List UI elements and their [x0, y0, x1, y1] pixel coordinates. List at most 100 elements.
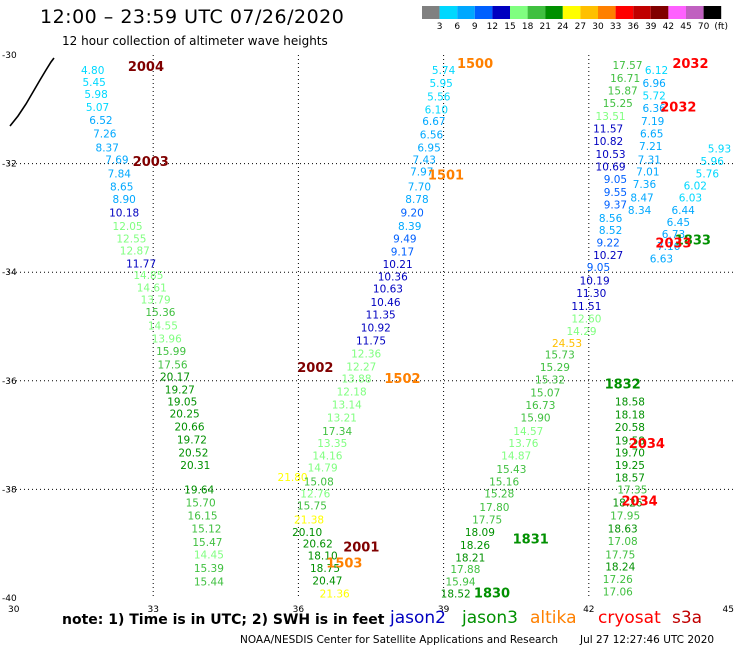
- swh-value: 9.37: [604, 199, 627, 211]
- swh-value: 8.78: [405, 194, 428, 206]
- chart-title: 12:00 – 23:59 UTC 07/26/2020: [40, 6, 345, 28]
- swh-value: 18.58: [615, 396, 645, 408]
- swh-value: 5.56: [427, 91, 451, 103]
- swh-value: 13.14: [332, 400, 362, 412]
- swh-values: 4.805.455.985.076.52 7.268.377.69 7.848.65…: [81, 60, 731, 601]
- swh-value: 11.75: [356, 336, 386, 348]
- swh-value: 15.12: [191, 523, 221, 535]
- swh-value: 18.26: [612, 497, 642, 509]
- swh-value: 15.47: [192, 537, 222, 549]
- swh-value: 21.36: [320, 589, 350, 601]
- swh-value: 6.45: [667, 217, 690, 229]
- swh-value: 11.35: [366, 310, 396, 322]
- swh-value: 19.05: [167, 396, 197, 408]
- swh-value: 7.70: [408, 181, 431, 193]
- swh-value: 17.34: [322, 426, 352, 438]
- legend-tick-label: 27: [575, 22, 586, 32]
- swh-value: 8.56: [599, 213, 623, 225]
- swh-value: 18.26: [460, 540, 490, 552]
- pass-label: 2002: [297, 361, 333, 376]
- swh-value: 6.36: [642, 103, 666, 115]
- swh-value: 5.76: [696, 168, 720, 180]
- swh-value: 10.69: [596, 161, 626, 173]
- swh-value: 18.18: [615, 409, 645, 421]
- swh-value: 15.32: [535, 375, 565, 387]
- swh-value: 17.35: [617, 484, 647, 496]
- legend-swatch: [703, 6, 722, 19]
- swh-value: 15.28: [484, 489, 514, 501]
- swh-value: 6.67: [422, 116, 445, 128]
- swh-value: 15.73: [545, 350, 575, 362]
- pass-label: 1830: [474, 587, 510, 602]
- legend-swatch: [527, 6, 546, 19]
- color-legend: 3 6 9 12 15 18 21 24 27 30 33 36 39 42 45 70 (ft): [422, 6, 728, 32]
- legend-swatch: [562, 6, 581, 19]
- y-tick-label: -32: [2, 160, 17, 170]
- swh-value: 14.57: [513, 426, 543, 438]
- swh-value: 7.19: [641, 116, 664, 128]
- swh-value: 12.60: [571, 313, 601, 325]
- swh-value: 6.10: [425, 104, 448, 116]
- swh-value: 16.73: [525, 400, 555, 412]
- swh-value: 20.58: [615, 422, 645, 434]
- swh-value: 19.70: [615, 447, 645, 459]
- legend-tick-label: 18: [522, 22, 534, 32]
- swh-value: 17.08: [608, 536, 638, 548]
- swh-value: 12.55: [116, 234, 146, 246]
- swh-value: 15.43: [496, 464, 526, 476]
- swh-value: 11.30: [576, 288, 606, 300]
- swh-value: 14.55: [148, 320, 178, 332]
- legend-tick-label: 70: [698, 22, 710, 32]
- swh-value: 19.58: [615, 436, 645, 448]
- legend-tick-label: (ft): [714, 22, 728, 32]
- swh-value: 17.56: [158, 360, 188, 372]
- swh-value: 7.16: [657, 241, 681, 253]
- swh-value: 9.20: [400, 207, 423, 219]
- swh-value: 10.82: [593, 136, 623, 148]
- swh-value: 13.35: [317, 438, 347, 450]
- swh-value: 20.10: [292, 527, 322, 539]
- swh-value: 10.21: [383, 259, 413, 271]
- swh-value: 8.47: [630, 192, 653, 204]
- legend-tick-label: 45: [680, 22, 691, 32]
- swh-value: 20.17: [160, 371, 190, 383]
- swh-value: 9.55: [604, 187, 627, 199]
- swh-value: 4.80: [81, 65, 104, 77]
- swh-value: 14.61: [137, 282, 167, 294]
- legend-swatch: [545, 6, 563, 19]
- swh-value: 14.29: [567, 326, 597, 338]
- swh-value: 5.72: [642, 91, 665, 103]
- swh-value: 10.18: [109, 207, 139, 219]
- swh-value: 7.97: [410, 167, 433, 179]
- pass-label: 2032: [660, 101, 696, 116]
- chart-subtitle: 12 hour collection of altimeter wave hei…: [62, 34, 328, 48]
- footer-credit: NOAA/NESDIS Center for Satellite Applica…: [240, 634, 558, 646]
- swh-value: 7.01: [636, 167, 659, 179]
- swh-value: 13.21: [327, 413, 357, 425]
- axis-tick-labels: 30 33 36 39 42 45 -30 -32 -34 -36 -38 -40: [2, 51, 734, 615]
- swh-value: 7.84: [108, 168, 132, 180]
- swh-value: 6.12: [645, 65, 668, 77]
- legend-swatch: [650, 6, 669, 19]
- swh-value: 6.03: [679, 192, 702, 204]
- swh-value: 15.16: [489, 476, 519, 488]
- pass-label: 2003: [133, 155, 169, 170]
- legend-tick-label: 24: [557, 22, 569, 32]
- swh-value: 15.39: [194, 563, 224, 575]
- swh-value: 9.22: [596, 237, 619, 249]
- legend-swatch: [598, 6, 616, 19]
- swh-value: 18.75: [310, 563, 340, 575]
- pass-label: 1833: [675, 234, 711, 249]
- swh-value: 6.02: [684, 180, 707, 192]
- y-tick-label: -40: [2, 594, 17, 604]
- swh-value: 15.29: [540, 362, 570, 374]
- swh-value: 6.95: [417, 142, 440, 154]
- swh-value: 17.75: [605, 550, 635, 562]
- swh-value: 13.79: [141, 294, 171, 306]
- footer-note: note: 1) Time is in UTC; 2) SWH is in fe…: [62, 612, 385, 628]
- swh-value: 11.57: [593, 123, 623, 135]
- swh-value: 9.05: [604, 174, 627, 186]
- swh-value: 19.25: [615, 460, 645, 472]
- swh-value: 20.66: [174, 421, 204, 433]
- swh-value: 8.39: [398, 221, 421, 233]
